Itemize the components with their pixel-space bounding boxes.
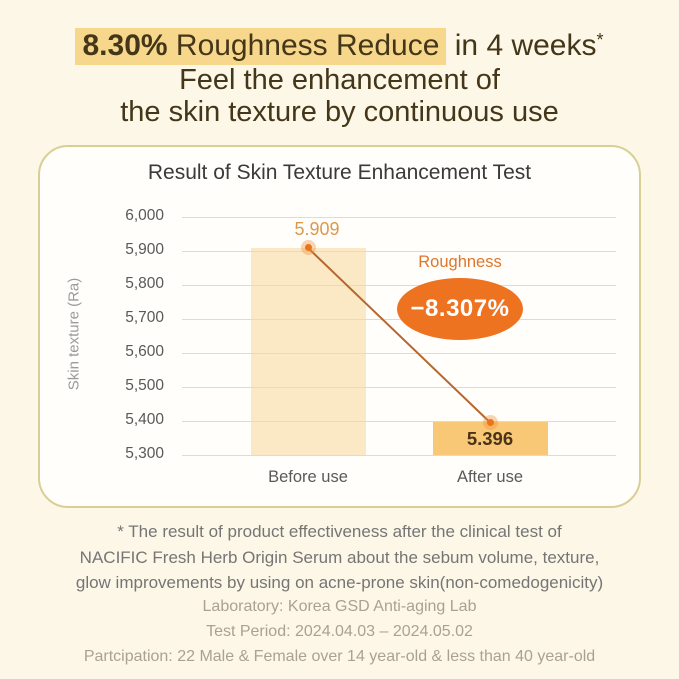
details-line: Laboratory: Korea GSD Anti-aging Lab [202, 598, 477, 615]
details-line: Partcipation: 22 Male & Female over 14 y… [83, 648, 596, 665]
footnote-line: NACIFIC Fresh Herb Origin Serum about th… [79, 547, 600, 567]
value-label-after: 5.396 [466, 428, 514, 450]
trend-line [307, 247, 491, 424]
bar-before-use [250, 247, 366, 455]
chart-card: Result of Skin Texture Enhancement Test … [38, 145, 641, 508]
value-label-before: 5.909 [294, 218, 340, 239]
gridline [182, 318, 616, 320]
gridline [182, 454, 616, 456]
details-line: Test Period: 2024.04.03 – 2024.05.02 [206, 623, 473, 640]
headline-line3: the skin texture by continuous use [120, 95, 559, 128]
roughness-badge: −8.307% [397, 278, 523, 340]
roughness-annotation-label: Roughness [418, 253, 502, 271]
x-category-label: Before use [268, 468, 348, 486]
headline-line1: 8.30% Roughness Reduce in 4 weeks* [0, 21, 679, 65]
y-tick-label: 5,700 [125, 309, 164, 326]
gridline [182, 352, 616, 354]
headline: 8.30% Roughness Reduce in 4 weeks* Feel … [0, 21, 679, 128]
test-details: Laboratory: Korea GSD Anti-aging Lab Tes… [0, 594, 679, 669]
y-tick-label: 5,500 [125, 377, 164, 394]
y-axis-title: Skin texture (Ra) [65, 277, 83, 391]
footnote-line: * The result of product effectiveness af… [117, 522, 562, 541]
data-point-dot [304, 244, 312, 252]
y-tick-label: 5,800 [125, 275, 164, 292]
headline-line2: Feel the enhancement of [179, 64, 500, 96]
gridline [182, 250, 616, 252]
x-category-label: After use [456, 468, 524, 486]
gridline [182, 386, 616, 388]
roughness-badge-value: −8.307% [410, 295, 510, 322]
data-point-dot [486, 418, 494, 426]
headline-highlight: 8.30% Roughness Reduce [75, 28, 447, 65]
y-tick-label: 6,000 [125, 207, 164, 224]
gridline [182, 420, 616, 422]
y-tick-label: 5,400 [125, 411, 164, 428]
y-tick-label: 5,900 [125, 241, 164, 258]
headline-asterisk: * [596, 30, 604, 50]
y-tick-label: 5,600 [125, 343, 164, 360]
gridline [182, 216, 616, 218]
y-tick-label: 5,300 [125, 445, 164, 462]
bar-after-use [432, 422, 548, 455]
gridline [182, 284, 616, 286]
headline-suffix: in 4 weeks [446, 29, 597, 62]
headline-highlight-text: Roughness Reduce [167, 29, 440, 62]
chart-title: Result of Skin Texture Enhancement Test [147, 161, 532, 184]
footnote-line: glow improvements by using on acne-prone… [75, 573, 604, 592]
headline-stat: 8.30% [82, 29, 168, 62]
clinical-footnote: * The result of product effectiveness af… [0, 519, 679, 596]
plot-area: Roughness −8.307% 6,000 5,900 5,800 5,700 5,… [125, 207, 616, 486]
